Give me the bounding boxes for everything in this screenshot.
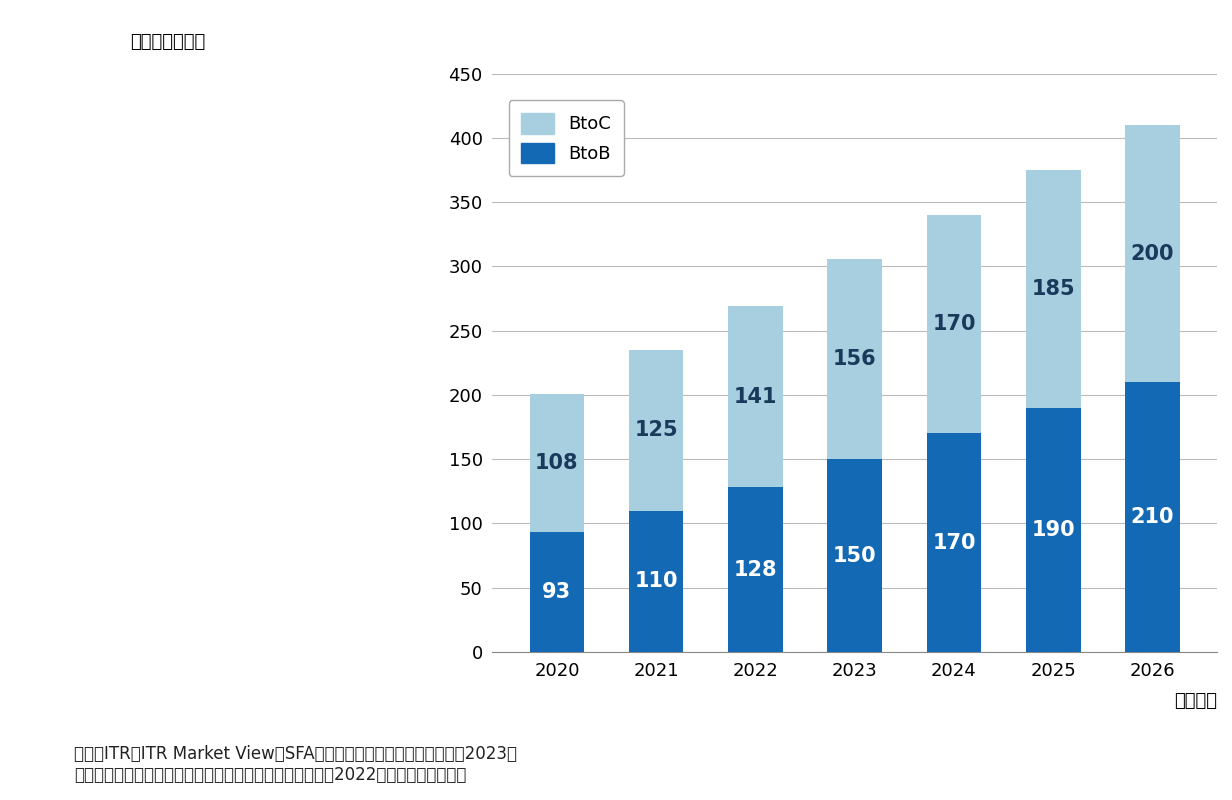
Bar [828, 459, 882, 652]
Bar [1026, 170, 1080, 408]
Legend: BtoC, BtoB: BtoC, BtoB [509, 100, 623, 176]
Text: 125: 125 [634, 420, 678, 440]
Text: 93: 93 [542, 582, 572, 602]
Bar [628, 350, 684, 510]
Bar [530, 532, 584, 652]
Bar [628, 510, 684, 652]
Text: 128: 128 [734, 560, 777, 580]
Text: 150: 150 [833, 546, 876, 566]
Text: 141: 141 [734, 387, 777, 407]
Text: 185: 185 [1031, 279, 1076, 299]
Bar [728, 487, 782, 652]
Bar [1026, 408, 1080, 652]
Text: （単位：億円）: （単位：億円） [131, 33, 206, 50]
Bar [1125, 382, 1180, 652]
Text: 210: 210 [1131, 507, 1174, 527]
Text: 190: 190 [1031, 520, 1076, 540]
Bar [530, 394, 584, 532]
Bar [926, 215, 981, 434]
Text: 170: 170 [933, 533, 976, 553]
Bar [1125, 125, 1180, 382]
Bar [728, 306, 782, 487]
Bar [926, 434, 981, 652]
Text: （年度）: （年度） [1174, 692, 1217, 710]
Text: 170: 170 [933, 314, 976, 334]
Text: 156: 156 [833, 349, 876, 369]
Text: 出典：ITR『ITR Market View：SFA／統合型マーケティング支援市場2023』
＊ベンダーの売上金額を対象とし、３月期ベースで换算。2022年度以: 出典：ITR『ITR Market View：SFA／統合型マーケティング支援市… [74, 746, 517, 784]
Text: 110: 110 [634, 571, 678, 591]
Bar [828, 258, 882, 459]
Text: 108: 108 [535, 453, 579, 473]
Text: 200: 200 [1131, 243, 1174, 263]
